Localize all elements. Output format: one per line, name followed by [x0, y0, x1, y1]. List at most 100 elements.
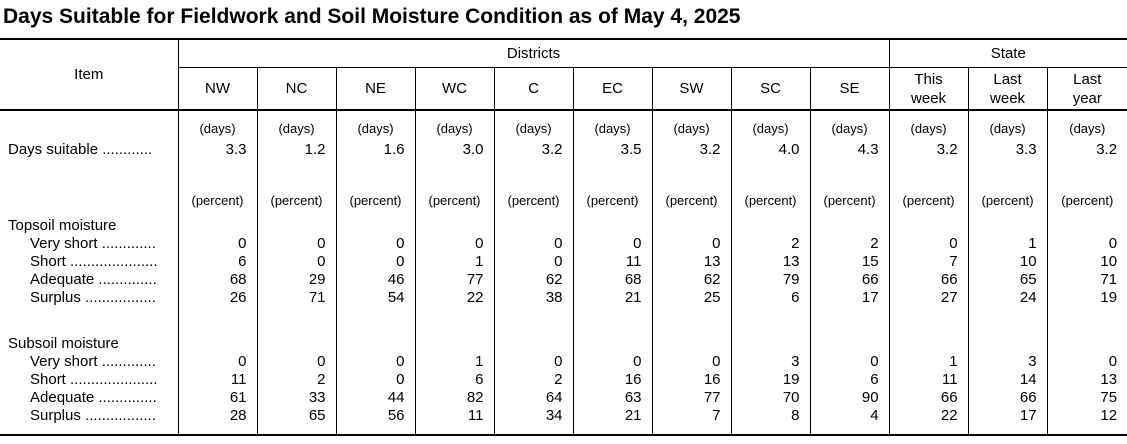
unit-cell: (days) [967, 110, 1048, 140]
value-cell: 19 [1046, 288, 1127, 306]
unit-cell: (percent) [967, 186, 1048, 210]
header-columns-row: NW NC NE WC C EC SW SC SE This week Last week Last … [0, 67, 1127, 111]
col-header-wc: WC [414, 67, 494, 111]
data-row: Very short ............. 0 0 0 1 0 0 0 3 0 1 3 0 [0, 352, 1127, 370]
unit-cell: (days) [256, 110, 336, 140]
empty-cell [493, 328, 573, 352]
value-cell: 3.2 [1046, 140, 1127, 158]
empty-cell [572, 210, 652, 234]
empty-cell [967, 158, 1048, 186]
value-cell: 33 [256, 388, 336, 406]
empty-cell [335, 306, 415, 328]
unit-cell: (days) [493, 110, 573, 140]
value-cell: 0 [256, 352, 336, 370]
header-group-row: Item Districts State [0, 39, 1127, 111]
empty-cell [493, 210, 573, 234]
value-cell: 12 [1046, 406, 1127, 424]
value-cell: 2 [809, 234, 890, 252]
value-cell: 62 [493, 270, 573, 288]
value-cell: 17 [967, 406, 1048, 424]
data-row: Adequate .............. 68 29 46 77 62 68 62 79 6… [0, 270, 1127, 288]
col-header-ne: NE [335, 67, 415, 111]
value-cell: 77 [651, 388, 731, 406]
unit-cell: (days) [414, 110, 494, 140]
value-cell: 65 [256, 406, 336, 424]
empty-cell [1046, 210, 1127, 234]
unit-cell: (days) [1046, 110, 1127, 140]
value-cell: 1.6 [335, 140, 415, 158]
value-cell: 66 [888, 270, 969, 288]
value-cell: 3.0 [414, 140, 494, 158]
empty-cell [651, 424, 731, 435]
value-cell: 0 [572, 352, 652, 370]
value-cell: 6 [809, 370, 890, 388]
value-cell: 68 [177, 270, 257, 288]
empty-cell [256, 210, 336, 234]
unit-row: (days) (days) (days) (days) (days) (days) (day… [0, 110, 1127, 140]
unit-cell: (days) [335, 110, 415, 140]
empty-cell [493, 424, 573, 435]
empty-label-cell [0, 110, 178, 140]
value-cell: 71 [1046, 270, 1127, 288]
value-cell: 3.2 [888, 140, 969, 158]
value-cell: 0 [335, 234, 415, 252]
row-label: Subsoil moisture [8, 335, 119, 352]
empty-cell [335, 424, 415, 435]
value-cell: 0 [177, 234, 257, 252]
unit-cell: (days) [177, 110, 257, 140]
empty-cell [572, 424, 652, 435]
empty-cell [493, 306, 573, 328]
data-row: Days suitable ............ 3.3 1.2 1.6 3.0 3.… [0, 140, 1127, 158]
value-cell: 11 [572, 252, 652, 270]
col-header-this-week: This week [888, 67, 969, 111]
value-cell: 44 [335, 388, 415, 406]
empty-cell [256, 424, 336, 435]
data-row: Very short ............. 0 0 0 0 0 0 0 2 2 0 1 0 [0, 234, 1127, 252]
value-cell: 2 [493, 370, 573, 388]
value-cell: 1 [888, 352, 969, 370]
value-cell: 75 [1046, 388, 1127, 406]
value-cell: 70 [730, 388, 810, 406]
value-cell: 79 [730, 270, 810, 288]
empty-cell [177, 210, 257, 234]
value-cell: 11 [888, 370, 969, 388]
value-cell: 63 [572, 388, 652, 406]
value-cell: 54 [335, 288, 415, 306]
spacer-row [0, 424, 1127, 435]
empty-cell [177, 306, 257, 328]
value-cell: 3.3 [967, 140, 1048, 158]
value-cell: 25 [651, 288, 731, 306]
value-cell: 3.2 [493, 140, 573, 158]
unit-cell: (percent) [651, 186, 731, 210]
value-cell: 24 [967, 288, 1048, 306]
col-header-c: C [493, 67, 573, 111]
row-label: Surplus ................. [30, 288, 156, 306]
data-row: Surplus ................. 26 71 54 22 38 21 25 6… [0, 288, 1127, 306]
row-label: Very short ............. [30, 352, 156, 370]
empty-cell [809, 328, 890, 352]
unit-cell: (percent) [888, 186, 969, 210]
empty-cell [967, 424, 1048, 435]
value-cell: 29 [256, 270, 336, 288]
value-cell: 56 [335, 406, 415, 424]
empty-cell [809, 210, 890, 234]
value-cell: 0 [1046, 352, 1127, 370]
empty-cell [1046, 424, 1127, 435]
value-cell: 0 [572, 234, 652, 252]
row-label: Adequate .............. [30, 388, 157, 406]
empty-cell [888, 328, 969, 352]
empty-cell [177, 424, 257, 435]
empty-cell [177, 328, 257, 352]
value-cell: 65 [967, 270, 1048, 288]
col-header-sc: SC [730, 67, 810, 111]
value-cell: 0 [493, 352, 573, 370]
unit-cell: (days) [651, 110, 731, 140]
value-cell: 21 [572, 288, 652, 306]
empty-cell [967, 306, 1048, 328]
page-title: Days Suitable for Fieldwork and Soil Moi… [3, 5, 741, 28]
empty-cell [414, 158, 494, 186]
value-cell: 4 [809, 406, 890, 424]
empty-label-cell [0, 158, 178, 186]
value-cell: 10 [967, 252, 1048, 270]
